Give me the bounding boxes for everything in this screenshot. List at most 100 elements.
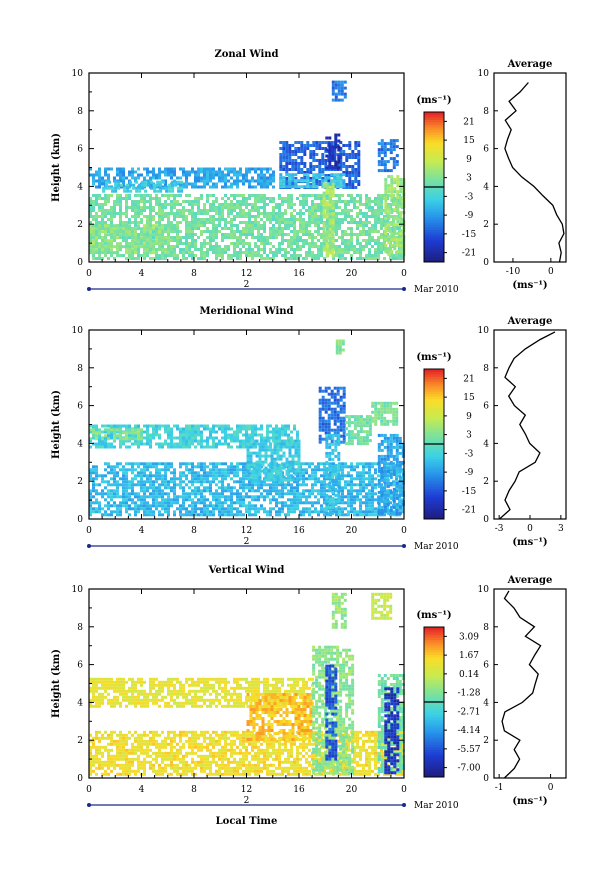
heatmap-cell <box>341 236 344 239</box>
heatmap-cell <box>285 162 289 165</box>
heatmap-cell <box>116 510 119 514</box>
heatmap-cell <box>120 183 124 187</box>
heatmap-cell <box>291 176 295 180</box>
heatmap-cell <box>209 245 212 248</box>
heatmap-cell <box>131 428 134 432</box>
heatmap-cell <box>173 501 176 505</box>
heatmap-cell <box>116 236 119 240</box>
heatmap-cell <box>144 183 148 187</box>
heatmap-cell <box>98 428 101 432</box>
heatmap-cell <box>285 141 289 144</box>
heatmap-cell <box>191 218 194 221</box>
heatmap-cell <box>161 251 164 255</box>
heatmap-cell <box>95 245 98 248</box>
heatmap-cell <box>263 436 266 440</box>
heatmap-cell <box>353 477 356 481</box>
heatmap-cell <box>389 221 392 224</box>
heatmap-cell <box>233 230 236 233</box>
heatmap-cell <box>242 442 245 446</box>
heatmap-cell <box>294 165 298 168</box>
heatmap-cell <box>224 430 227 434</box>
heatmap-cell <box>161 513 164 517</box>
heatmap-cell <box>224 507 227 511</box>
heatmap-cell <box>143 489 146 493</box>
heatmap-cell <box>197 477 200 481</box>
heatmap-cell <box>185 492 188 496</box>
heatmap-cell <box>246 442 250 446</box>
heatmap-cell <box>203 224 206 227</box>
heatmap-cell <box>197 501 200 505</box>
heatmap-cell <box>194 224 197 227</box>
heatmap-cell <box>233 224 236 227</box>
heatmap-cell <box>344 215 347 218</box>
heatmap-cell <box>170 465 173 469</box>
heatmap-cell <box>239 468 242 472</box>
heatmap-cell <box>113 200 116 203</box>
heatmap-cell <box>167 197 170 200</box>
heatmap-cell <box>311 221 314 224</box>
heatmap-cell <box>221 170 224 174</box>
heatmap-cell <box>278 510 281 514</box>
heatmap-cell <box>215 465 218 469</box>
heatmap-cell <box>179 465 182 469</box>
heatmap-cell <box>317 221 320 224</box>
heatmap-cell <box>146 474 149 478</box>
heatmap-cell <box>242 197 245 200</box>
heatmap-cell <box>185 427 188 431</box>
heatmap-cell <box>272 173 275 177</box>
heatmap-cell <box>266 182 269 186</box>
heatmap-cell <box>128 492 131 496</box>
heatmap-cell <box>161 477 164 481</box>
heatmap-cell <box>291 159 295 162</box>
heatmap-cell <box>278 513 281 517</box>
heatmap-cell <box>285 183 289 186</box>
heatmap-cell <box>125 209 128 212</box>
heatmap-cell <box>345 144 349 147</box>
heatmap-cell <box>317 227 320 230</box>
heatmap-cell <box>320 504 323 508</box>
heatmap-cell <box>113 495 116 499</box>
heatmap-cell <box>107 504 110 508</box>
heatmap-cell <box>122 176 125 180</box>
heatmap-cell <box>194 433 197 437</box>
heatmap-cell <box>269 486 272 490</box>
heatmap-cell <box>257 206 260 209</box>
heatmap-cell <box>356 462 359 466</box>
heatmap-cell <box>350 209 353 212</box>
heatmap-cell <box>230 439 233 443</box>
heatmap-cell <box>176 501 179 505</box>
heatmap-cell <box>242 212 245 215</box>
heatmap-cell <box>137 465 140 469</box>
heatmap-cell <box>374 248 377 251</box>
heatmap-cell <box>92 179 95 183</box>
heatmap-cell <box>122 245 125 249</box>
heatmap-cell <box>331 206 335 210</box>
heatmap-cell <box>242 233 245 236</box>
heatmap-cell <box>164 227 167 230</box>
heatmap-cell <box>263 251 266 254</box>
heatmap-cell <box>344 495 347 499</box>
heatmap-cell <box>194 170 197 174</box>
heatmap-cell <box>167 462 170 466</box>
heatmap-cell <box>374 492 377 496</box>
heatmap-cell <box>294 182 298 186</box>
heatmap-cell <box>322 209 326 213</box>
heatmap-cell <box>390 178 394 182</box>
heatmap-cell <box>173 218 176 221</box>
heatmap-cell <box>104 474 107 478</box>
heatmap-cell <box>113 431 116 435</box>
heatmap-cell <box>131 215 134 218</box>
heatmap-cell <box>236 439 239 443</box>
heatmap-cell <box>254 427 257 431</box>
heatmap-cell <box>98 230 101 234</box>
heatmap-cell <box>320 233 323 236</box>
y-tick-label: 2 <box>77 220 83 230</box>
heatmap-cell <box>275 227 278 230</box>
heatmap-cell <box>158 197 161 200</box>
heatmap-cell <box>134 437 137 441</box>
heatmap-cell <box>155 495 158 499</box>
heatmap-cell <box>227 495 230 499</box>
heatmap-cell <box>272 224 275 227</box>
heatmap-cell <box>341 498 344 502</box>
heatmap-cell <box>95 483 98 487</box>
